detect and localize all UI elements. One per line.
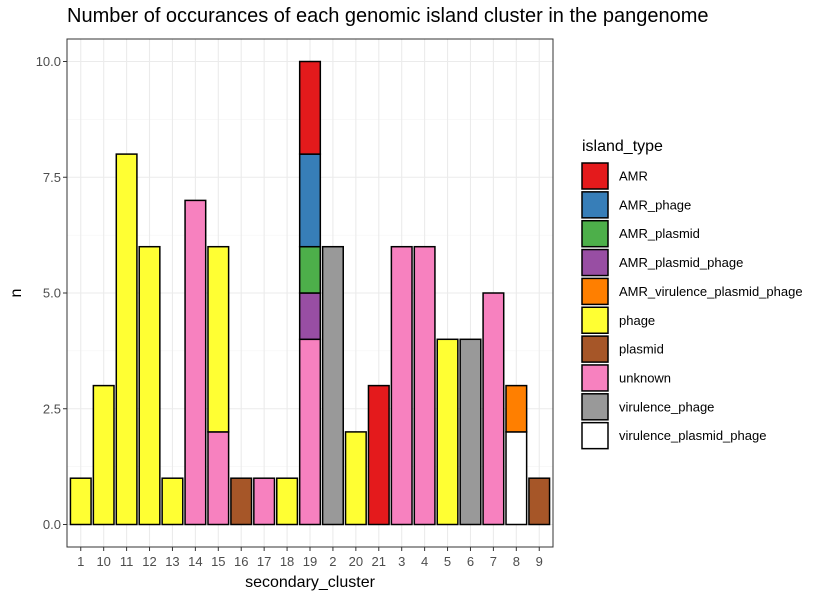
x-tick-label: 10: [96, 554, 110, 569]
bar-segment: [69, 477, 92, 526]
legend-label: AMR_plasmid: [619, 226, 700, 241]
x-tick-label: 8: [513, 554, 520, 569]
bar-segment: [161, 477, 184, 526]
legend-label: unknown: [619, 370, 671, 385]
bar-segment: [298, 292, 322, 341]
x-tick-label: 19: [303, 554, 317, 569]
legend-label: AMR_phage: [619, 197, 691, 212]
x-tick-label: 11: [120, 554, 134, 569]
legend-title: island_type: [582, 138, 663, 155]
x-tick-label: 20: [349, 554, 363, 569]
chart-title: Number of occurances of each genomic isl…: [67, 5, 709, 27]
legend-label: phage: [619, 313, 655, 328]
legend-swatch: [581, 191, 609, 219]
bar-segment: [436, 338, 459, 526]
bar-segment: [92, 384, 115, 526]
legend-label: virulence_phage: [619, 399, 714, 414]
legend-swatch: [581, 335, 609, 363]
x-tick-label: 15: [211, 554, 225, 569]
x-tick-label: 17: [257, 554, 271, 569]
bar-segment: [367, 384, 390, 526]
x-tick-label: 14: [188, 554, 202, 569]
x-tick-label: 5: [444, 554, 451, 569]
bar-segment: [528, 477, 551, 526]
x-tick-label: 7: [490, 554, 497, 569]
bar-segment: [138, 245, 161, 526]
bar-segment: [207, 431, 230, 526]
bar-segment: [459, 338, 482, 526]
bar-segment: [298, 153, 322, 248]
legend-swatch: [581, 421, 609, 450]
y-tick-label: 5.0: [43, 286, 61, 301]
x-axis-label: secondary_cluster: [245, 574, 376, 591]
bar-segment: [344, 431, 367, 526]
legend-swatch: [581, 219, 609, 248]
legend-swatch: [581, 393, 609, 421]
bar-segment: [184, 199, 207, 526]
bar-segment: [390, 245, 413, 526]
x-tick-label: 13: [165, 554, 179, 569]
y-tick-label: 0.0: [43, 517, 61, 532]
bar-segment: [253, 477, 276, 526]
legend-swatch: [581, 162, 609, 190]
x-tick-label: 1: [77, 554, 84, 569]
y-tick-label: 2.5: [43, 401, 61, 416]
x-tick-label: 16: [234, 554, 248, 569]
bar-segment: [298, 338, 322, 526]
x-tick-label: 3: [398, 554, 405, 569]
x-tick-label: 9: [536, 554, 543, 569]
legend-swatch: [581, 277, 609, 306]
legend-swatch: [581, 364, 609, 392]
bar-segment: [482, 292, 505, 526]
bar-segment: [276, 477, 299, 526]
y-axis-label: n: [8, 289, 25, 298]
y-tick-label: 10.0: [36, 54, 61, 69]
bar-segment: [115, 153, 138, 526]
x-tick-label: 2: [329, 554, 336, 569]
x-tick-label: 21: [372, 554, 386, 569]
legend-label: AMR_plasmid_phage: [619, 255, 743, 270]
legend-label: virulence_plasmid_phage: [619, 428, 766, 443]
bar-segment: [413, 245, 436, 526]
x-tick-label: 18: [280, 554, 294, 569]
bar-segment: [230, 477, 253, 526]
legend-label: plasmid: [619, 342, 664, 357]
legend-label: AMR: [619, 169, 648, 184]
legend-label: AMR_virulence_plasmid_phage: [619, 284, 803, 299]
x-tick-label: 12: [142, 554, 156, 569]
bar-segment: [207, 245, 230, 433]
bar-segment: [505, 431, 528, 526]
x-tick-label: 6: [467, 554, 474, 569]
bar-segment: [505, 384, 528, 433]
bar-segment: [298, 60, 322, 155]
x-tick-label: 4: [421, 554, 428, 569]
bar-segment: [321, 245, 344, 526]
y-tick-label: 7.5: [43, 170, 61, 185]
legend-swatch: [581, 248, 609, 277]
bar-segment: [298, 245, 322, 294]
legend-swatch: [581, 306, 609, 334]
